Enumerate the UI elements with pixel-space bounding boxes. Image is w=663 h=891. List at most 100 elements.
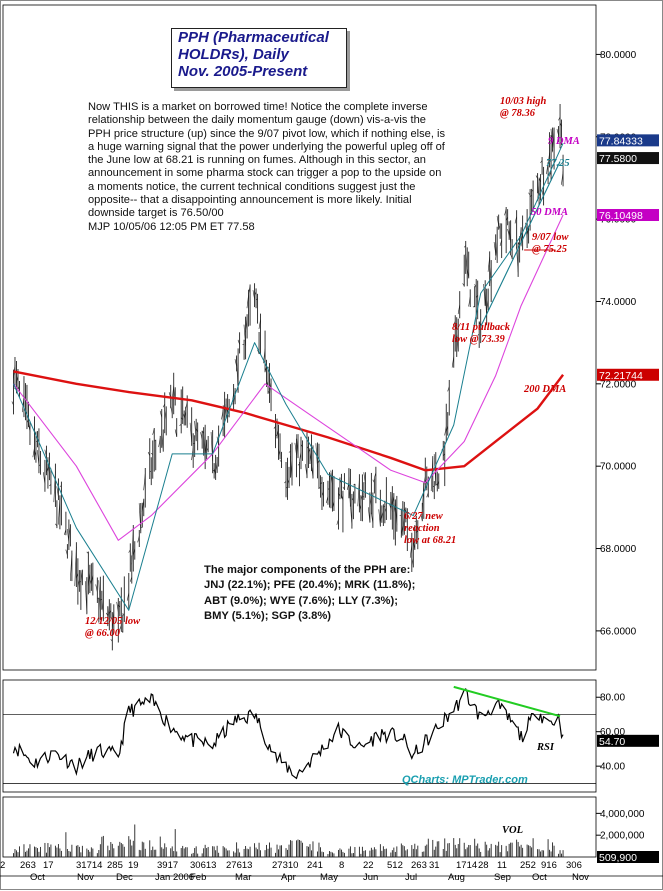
price-tick-label: 80.0000 [600, 50, 637, 61]
price-bar-tick [305, 464, 308, 477]
price-bar-tick [278, 448, 281, 457]
price-bar-tick [137, 535, 140, 543]
price-bar-tick [89, 579, 92, 585]
price-bar-tick [28, 422, 31, 432]
price-bar-tick [182, 413, 185, 417]
price-bar-tick [53, 471, 56, 503]
price-bar-tick [200, 432, 203, 440]
price-bar-tick [317, 460, 320, 464]
rsi-tick-label: 40.00 [600, 762, 625, 773]
price-uptrend-line [480, 161, 561, 327]
annotation-text: 8/11 pullback [452, 322, 511, 333]
price-value-badge-label: 76.10498 [599, 210, 643, 222]
price-bar-tick [105, 612, 109, 616]
price-bar-tick [409, 544, 413, 558]
price-bar-tick [49, 484, 52, 487]
price-bar-tick [432, 485, 435, 488]
price-bar-tick [552, 128, 555, 153]
x-month-label: Nov [77, 872, 94, 883]
volume-tick-label: 2,000,000 [600, 831, 645, 842]
dma-200-line [13, 370, 565, 472]
components-line-1: JNJ (22.1%); PFE (20.4%); MRK (11.8%); [204, 579, 416, 592]
price-bar-tick [550, 128, 553, 148]
price-bar-tick [212, 469, 215, 472]
rsi-tick-label: 60.00 [600, 727, 625, 738]
x-tick-label: 252 [520, 860, 536, 871]
price-bar-tick [559, 122, 562, 127]
rsi-panel-frame [2, 679, 597, 793]
price-bar-tick [475, 295, 478, 298]
annotation-text: 10/03 high [500, 96, 547, 107]
price-bar-tick [107, 606, 110, 620]
price-bar-tick [363, 472, 366, 484]
price-bar-tick [367, 507, 371, 523]
price-bar-tick [496, 215, 499, 227]
rsi-line [12, 688, 564, 780]
annotation-text: 6/27 new [404, 511, 444, 522]
price-bar-tick [154, 440, 156, 442]
price-bar-tick [245, 317, 248, 333]
price-bar-tick [390, 492, 393, 512]
price-bar-tick [287, 478, 290, 484]
price-bar-tick [327, 488, 330, 490]
price-bar-tick [38, 464, 41, 467]
price-bar-tick [466, 268, 470, 278]
chart-title-box: PPH (Pharmaceutical HOLDRs), Daily Nov. … [171, 28, 347, 88]
price-bar-tick [348, 476, 351, 507]
price-value-badge [597, 152, 659, 165]
price-bar-tick [353, 483, 356, 486]
price-bar-tick [215, 462, 218, 472]
price-bar-tick [32, 447, 35, 458]
x-tick-label: 3917 [157, 860, 178, 871]
price-bar-tick [246, 294, 249, 309]
annotation-text: @ 78.36 [500, 108, 536, 119]
price-bar-tick [338, 493, 341, 497]
price-value-badge [597, 209, 659, 221]
price-bar-tick [350, 502, 353, 526]
x-tick-label: 2 [0, 860, 5, 871]
x-tick-label: 27613 [226, 860, 252, 871]
price-bar-tick [46, 466, 49, 473]
price-bar-tick [101, 599, 104, 613]
rsi-tick-label: 80.00 [600, 693, 625, 704]
price-bar-tick [306, 446, 309, 449]
price-bar-tick [520, 232, 523, 247]
price-bar-tick [332, 500, 335, 510]
price-bar-tick [519, 229, 522, 241]
price-bar-tick [170, 405, 173, 414]
dma-50-line [13, 214, 564, 541]
price-bar-tick [264, 366, 267, 373]
price-bar-tick [121, 630, 123, 633]
x-tick-label: 263 [20, 860, 36, 871]
price-bar-tick [143, 473, 146, 491]
annotation-text: 200 DMA [523, 384, 566, 395]
annotation-text: low at 68.21 [404, 535, 456, 546]
price-bar-tick [22, 396, 25, 413]
price-bar-tick [462, 283, 465, 287]
price-bar-tick [275, 434, 278, 437]
price-bar-tick [402, 516, 405, 534]
commentary-text: Now THIS is a market on borrowed time! N… [88, 101, 448, 234]
price-bar-tick [321, 491, 324, 497]
price-bar-tick [451, 356, 455, 368]
price-value-badge-label: 77.5800 [599, 153, 637, 165]
price-bar-tick [435, 483, 438, 486]
price-bar-tick [483, 283, 486, 306]
price-bar-tick [26, 419, 29, 424]
volume-tick-label: 4,000,000 [600, 809, 645, 820]
rsi-value-badge [597, 734, 659, 747]
price-bar-tick [285, 486, 288, 489]
price-bar-tick [108, 610, 112, 615]
price-bar-tick [255, 298, 258, 301]
x-month-label: Jun [363, 872, 378, 883]
price-bar-tick [150, 453, 153, 455]
price-bar-tick [147, 451, 151, 456]
price-bar-tick [326, 495, 329, 504]
price-bar-tick [257, 349, 260, 354]
price-bar-tick [529, 194, 532, 198]
x-month-label: Aug [448, 872, 465, 883]
price-bar-tick [561, 171, 564, 185]
price-bar-tick [400, 525, 404, 536]
price-bar-tick [116, 601, 119, 613]
